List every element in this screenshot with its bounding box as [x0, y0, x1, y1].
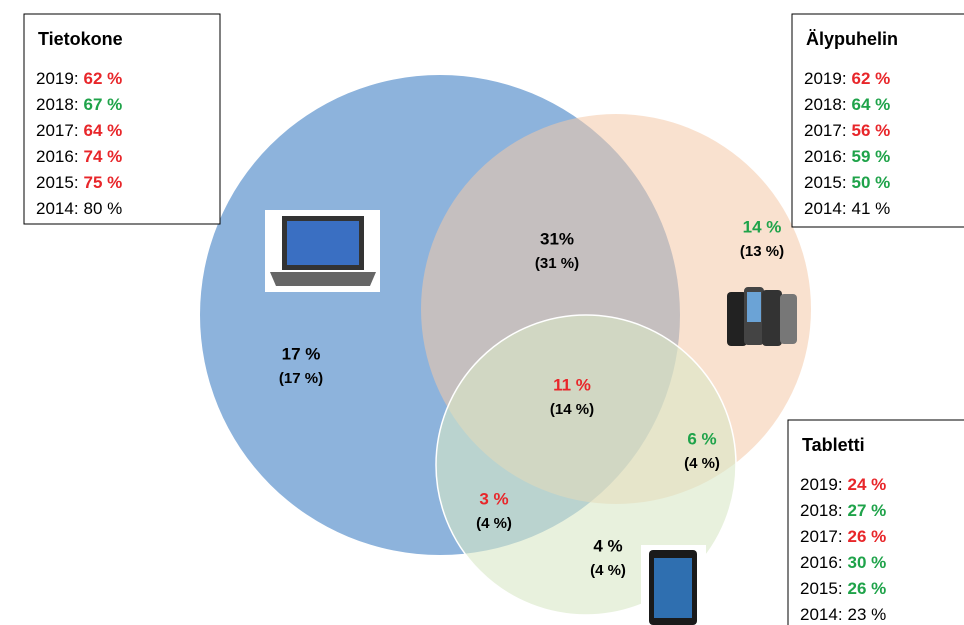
phones-icon	[727, 287, 797, 346]
row-value: 64 %	[84, 121, 123, 140]
row-value: 67 %	[84, 95, 123, 114]
row-year: 2016:	[804, 147, 847, 166]
region-previous: (4 %)	[684, 455, 720, 472]
row-value: 41 %	[852, 199, 891, 218]
region-current: 14 %	[743, 217, 782, 236]
row-value: 64 %	[852, 95, 891, 114]
region-current: 31%	[540, 229, 574, 248]
row-value: 26 %	[848, 527, 887, 546]
region-current: 3 %	[479, 489, 508, 508]
row-value: 59 %	[852, 147, 891, 166]
row-value: 62 %	[84, 69, 123, 88]
row-value: 75 %	[84, 173, 123, 192]
row-value: 50 %	[852, 173, 891, 192]
row-value: 27 %	[848, 501, 887, 520]
venn-diagram: Tietokone 2019: 62 % 2018: 67 % 2017: 64 % 2016…	[0, 0, 964, 625]
region-previous: (14 %)	[550, 401, 594, 418]
row-year: 2019:	[800, 475, 843, 494]
region-current: 17 %	[282, 344, 321, 363]
row-year: 2016:	[800, 553, 843, 572]
row-value: 62 %	[852, 69, 891, 88]
row-year: 2018:	[36, 95, 79, 114]
region-previous: (31 %)	[535, 255, 579, 272]
row-value: 74 %	[84, 147, 123, 166]
box-title: Älypuhelin	[806, 29, 898, 49]
row-year: 2015:	[804, 173, 847, 192]
row-year: 2018:	[800, 501, 843, 520]
row-value: 56 %	[852, 121, 891, 140]
box-title: Tietokone	[38, 29, 123, 49]
tablet-icon	[641, 545, 706, 625]
region-current: 6 %	[687, 429, 716, 448]
row-year: 2018:	[804, 95, 847, 114]
row-year: 2019:	[36, 69, 79, 88]
row-year: 2017:	[804, 121, 847, 140]
row-year: 2014:	[800, 605, 843, 624]
row-value: 23 %	[848, 605, 887, 624]
row-year: 2014:	[804, 199, 847, 218]
row-year: 2017:	[36, 121, 79, 140]
row-year: 2016:	[36, 147, 79, 166]
row-value: 24 %	[848, 475, 887, 494]
row-value: 30 %	[848, 553, 887, 572]
row-year: 2019:	[804, 69, 847, 88]
box-title: Tabletti	[802, 435, 865, 455]
region-current: 4 %	[593, 536, 622, 555]
row-year: 2017:	[800, 527, 843, 546]
row-year: 2015:	[800, 579, 843, 598]
region-previous: (4 %)	[590, 562, 626, 579]
row-value: 80 %	[84, 199, 123, 218]
row-year: 2015:	[36, 173, 79, 192]
row-year: 2014:	[36, 199, 79, 218]
row-value: 26 %	[848, 579, 887, 598]
laptop-icon	[265, 210, 380, 292]
region-current: 11 %	[553, 375, 591, 394]
region-previous: (13 %)	[740, 243, 784, 260]
region-previous: (4 %)	[476, 515, 512, 532]
region-previous: (17 %)	[279, 370, 323, 387]
